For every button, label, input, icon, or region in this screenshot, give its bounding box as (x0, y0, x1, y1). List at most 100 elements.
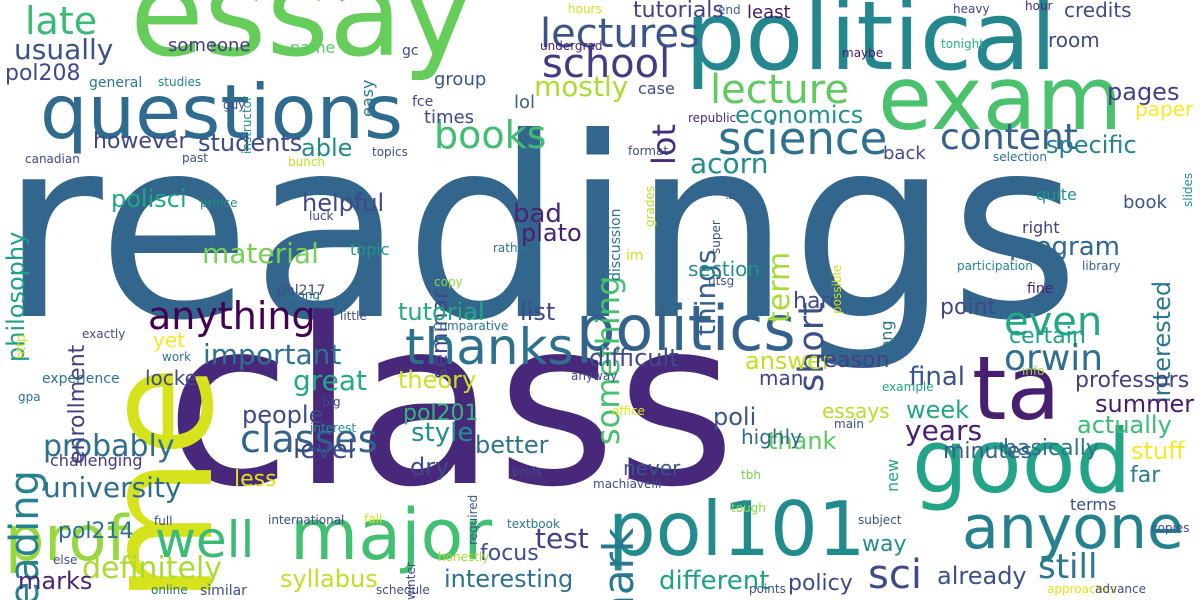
cloud-word-luck: luck (309, 209, 334, 223)
cloud-word-hours: hours (568, 2, 602, 16)
cloud-word-pol101: pol101 (608, 485, 866, 573)
cloud-word-style: style (411, 418, 474, 448)
cloud-word-readings: readings (0, 84, 1080, 375)
cloud-word-essay: essay (130, 0, 474, 84)
cloud-word-classes: classes (240, 417, 378, 461)
cloud-word-reason: reason (815, 348, 890, 373)
cloud-word-subject: subject (858, 513, 902, 527)
cloud-word-answer: answer (745, 347, 832, 375)
cloud-word-info: info (1022, 364, 1045, 378)
cloud-word-man: man (759, 366, 804, 390)
cloud-word-focus: focus (480, 541, 539, 566)
cloud-word-im: im (626, 248, 644, 264)
cloud-word-better: better (475, 431, 549, 459)
cloud-word-way: way (862, 532, 907, 557)
cloud-word-someone: someone (168, 35, 251, 56)
cloud-word-economics: economics (735, 101, 864, 129)
cloud-word-specific: specific (1046, 131, 1137, 159)
cloud-word-dry: dry (410, 453, 450, 481)
cloud-word-online: online (151, 583, 188, 597)
cloud-word-format: format (628, 144, 669, 158)
cloud-word-policy: policy (788, 571, 853, 596)
cloud-word-book: book (1123, 192, 1167, 213)
cloud-word-full: full (154, 514, 173, 528)
cloud-word-rather: rather (493, 241, 530, 255)
cloud-word-selection: selection (993, 150, 1047, 164)
cloud-word-prof: prof (5, 502, 129, 575)
cloud-word-content: content (940, 117, 1078, 158)
cloud-word-tutorials: tutorials (633, 0, 724, 23)
cloud-word-program: program (1009, 232, 1120, 262)
cloud-word-interesting: interesting (444, 565, 574, 593)
cloud-word-highly: highly (741, 425, 802, 449)
cloud-word-stuff: stuff (1131, 437, 1185, 465)
cloud-word-section: section (688, 257, 761, 281)
cloud-word-questions: questions (40, 68, 404, 156)
cloud-word-point: point (940, 295, 997, 320)
cloud-word-comparative: comparative (433, 319, 509, 333)
cloud-word-tutorial: tutorial (398, 298, 485, 326)
cloud-word-possible: possible (830, 264, 844, 314)
cloud-word-material: material (202, 237, 319, 270)
cloud-word-advance: advance (1095, 582, 1147, 596)
cloud-word-fce: fce (412, 94, 434, 110)
cloud-word-final: final (909, 362, 966, 392)
cloud-word-http: http (14, 334, 28, 359)
cloud-word-back: back (883, 143, 926, 164)
cloud-word-difficult: difficult (589, 344, 679, 372)
cloud-word-pol208: pol208 (5, 61, 81, 86)
cloud-word-gc: gc (402, 43, 419, 59)
cloud-word-sci: sci (868, 552, 922, 598)
cloud-word-helpful: helpful (302, 189, 385, 217)
cloud-word-pol214: pol214 (58, 519, 134, 544)
cloud-word-different: different (659, 566, 770, 596)
cloud-word-ir: ir (725, 191, 739, 200)
cloud-word-name: name (290, 38, 336, 57)
cloud-word-example: example (882, 380, 934, 394)
cloud-word-bunch: bunch (288, 155, 326, 169)
cloud-word-grades: grades (643, 185, 657, 227)
cloud-word-level: level (293, 435, 355, 465)
cloud-word-lol: lol (514, 92, 536, 113)
cloud-word-pages: pages (1107, 78, 1180, 106)
cloud-word-pol201: pol201 (403, 401, 479, 426)
cloud-word-university: university (43, 471, 182, 504)
cloud-word-paper: paper (1135, 97, 1194, 121)
cloud-word-points: points (749, 582, 786, 596)
cloud-word-ta: ta (972, 337, 1061, 440)
cloud-word-tonight: tonight (941, 37, 984, 51)
cloud-word-test: test (535, 522, 589, 555)
cloud-word-however: however (93, 129, 188, 154)
cloud-word-important: important (203, 338, 342, 371)
cloud-word-definitely: definitely (82, 551, 223, 586)
cloud-word-tough: tough (731, 501, 766, 515)
cloud-word-textbook: textbook (507, 517, 560, 531)
cloud-word-terms: terms (1070, 495, 1117, 514)
cloud-word-minutes: minutes (943, 439, 1033, 464)
cloud-word-guy: guy (223, 98, 246, 112)
cloud-word-yet: yet (153, 328, 185, 352)
cloud-word-term: term (762, 251, 797, 323)
cloud-word-little: little (340, 309, 367, 323)
cloud-word-office: office (612, 404, 645, 418)
cloud-word-people: people (242, 401, 324, 429)
cloud-word-well: well (155, 511, 255, 569)
cloud-word-probably: probably (43, 429, 175, 464)
cloud-word-new: new (883, 458, 902, 492)
cloud-word-canadian: canadian (25, 152, 80, 166)
cloud-word-super: super (709, 220, 723, 254)
cloud-word-general: general (89, 75, 143, 91)
cloud-word-republic: republic (688, 111, 737, 125)
cloud-word-hour: hour (1025, 0, 1053, 13)
cloud-word-summer: summer (1095, 390, 1195, 418)
cloud-word-topic: topic (350, 240, 390, 259)
cloud-word-late: late (25, 0, 98, 43)
cloud-word-usually: usually (14, 33, 114, 66)
cloud-word-fine: fine (1027, 281, 1054, 297)
cloud-word-similar: similar (200, 583, 247, 599)
cloud-word-studies: studies (158, 75, 202, 89)
cloud-word-utsg: utsg (708, 274, 735, 288)
cloud-word-times: times (424, 107, 475, 128)
cloud-word-lecture: lecture (710, 67, 849, 113)
cloud-word-topics: topics (372, 145, 408, 159)
